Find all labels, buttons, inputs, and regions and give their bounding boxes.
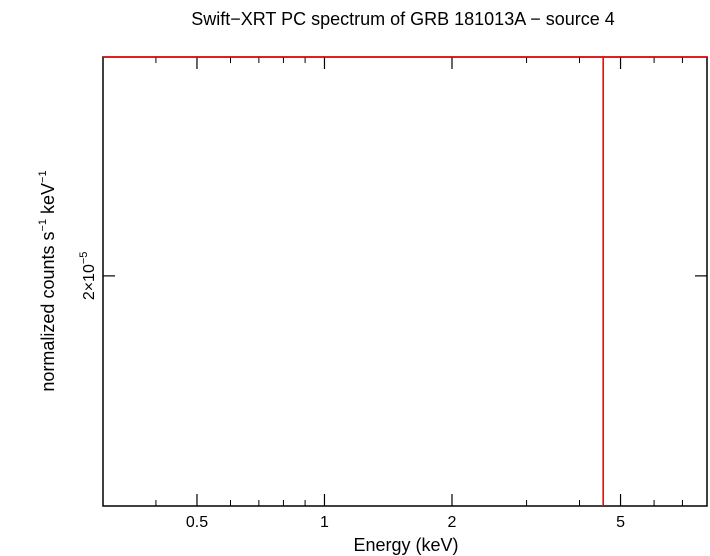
y-tick-label-base: 2×10: [81, 264, 98, 300]
x-tick-label: 1: [320, 514, 329, 531]
plot-frame: [102, 56, 708, 507]
y-axis-label-sup2: −1: [37, 170, 49, 183]
chart-title: Swift−XRT PC spectrum of GRB 181013A − s…: [191, 9, 615, 29]
data-series: [103, 56, 707, 506]
y-tick-label: 2×10−5: [78, 252, 98, 301]
x-axis-ticks: 0.5 1 2 5: [155, 57, 708, 531]
x-tick-label: 5: [616, 514, 625, 531]
y-axis-label-part1: normalized counts s: [38, 232, 58, 392]
y-axis-label-sup1: −1: [37, 219, 49, 232]
y-tick-label-exponent: −5: [78, 252, 90, 265]
y-axis-ticks: 2×10−5: [78, 252, 707, 301]
y-axis-label: normalized counts s−1 keV−1: [37, 170, 58, 391]
x-tick-label: 2: [448, 514, 457, 531]
y-axis-label-part2: keV: [38, 183, 58, 219]
x-tick-label: 0.5: [186, 514, 208, 531]
x-axis-label: Energy (keV): [353, 535, 458, 555]
